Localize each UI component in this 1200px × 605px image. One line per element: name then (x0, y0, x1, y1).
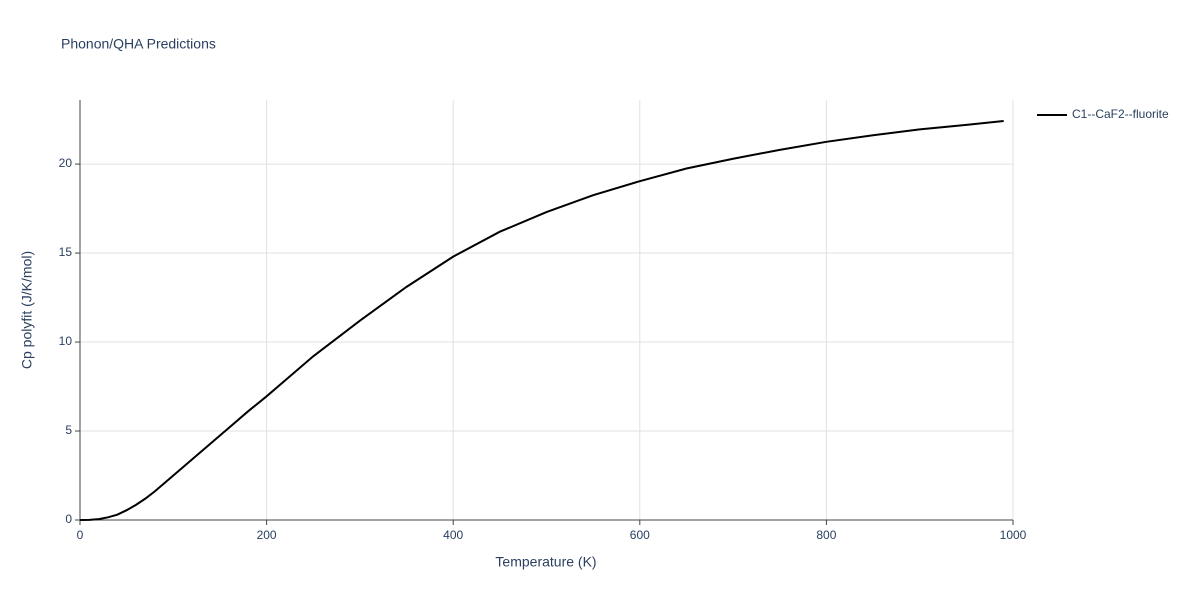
x-tick-label: 600 (630, 528, 650, 542)
y-tick-label: 15 (59, 245, 73, 259)
x-tick-label: 0 (77, 528, 84, 542)
x-tick-label: 1000 (1000, 528, 1027, 542)
x-tick-label: 800 (816, 528, 836, 542)
y-tick-label: 20 (59, 156, 73, 170)
x-tick-label: 400 (443, 528, 463, 542)
y-axis-title: Cp polyfit (J/K/mol) (19, 251, 35, 369)
x-tick-label: 200 (257, 528, 277, 542)
legend-label: C1--CaF2--fluorite (1072, 107, 1169, 121)
y-tick-label: 5 (65, 423, 72, 437)
chart-title: Phonon/QHA Predictions (61, 36, 216, 52)
line (79, 120, 1004, 521)
x-axis-title: Temperature (K) (495, 554, 596, 570)
y-tick-label: 10 (59, 334, 73, 348)
y-tick-label: 0 (65, 512, 72, 526)
